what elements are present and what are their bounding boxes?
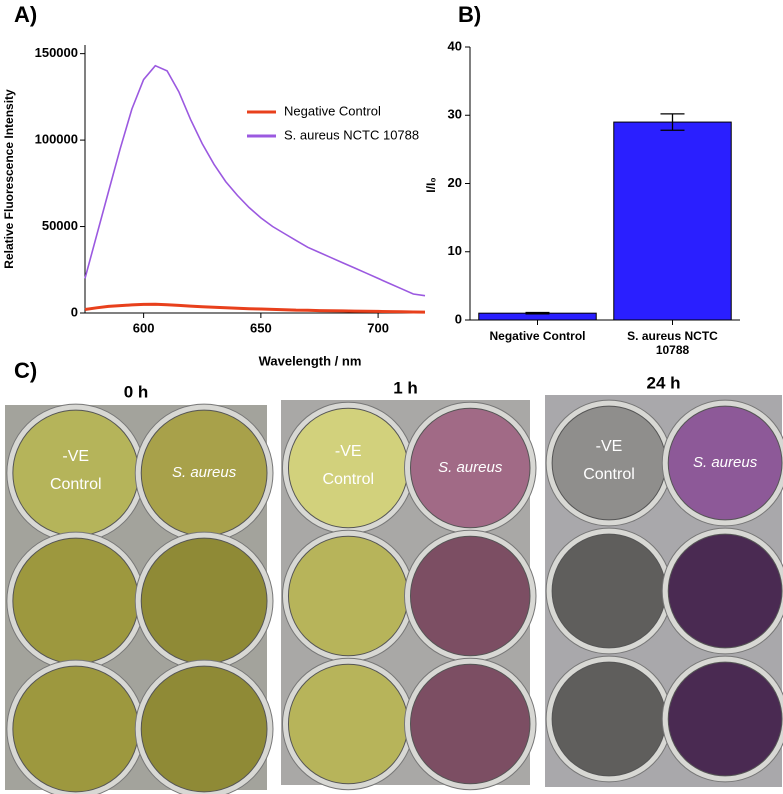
well xyxy=(287,535,409,657)
legend-label: S. aureus NCTC 10788 xyxy=(284,127,419,142)
x-axis-label: Wavelength / nm xyxy=(259,353,362,368)
x-tick-label: Negative Control xyxy=(489,329,586,343)
well xyxy=(409,407,531,529)
legend-label: Negative Control xyxy=(284,103,381,118)
series-line xyxy=(84,64,426,297)
well xyxy=(12,537,140,665)
well xyxy=(140,537,268,665)
well xyxy=(667,661,783,777)
y-tick-label: 100000 xyxy=(35,132,78,147)
well xyxy=(551,405,667,521)
panel-label: B) xyxy=(458,2,481,27)
well-label: -VE xyxy=(596,438,623,455)
error-bar xyxy=(525,311,550,315)
series-line xyxy=(84,302,426,314)
y-tick-label: 30 xyxy=(448,107,462,122)
photo-title: 1 h xyxy=(393,378,418,397)
photo-title: 0 h xyxy=(124,382,149,401)
well xyxy=(409,663,531,785)
y-tick-label: 20 xyxy=(448,175,462,190)
well xyxy=(12,665,140,793)
well xyxy=(12,409,140,537)
y-tick-label: 0 xyxy=(71,304,78,319)
well-label: Control xyxy=(50,476,102,493)
y-tick-label: 150000 xyxy=(35,45,78,60)
well xyxy=(287,407,409,529)
well-label: S. aureus xyxy=(172,464,237,481)
panel-label: A) xyxy=(14,2,37,27)
y-tick-label: 10 xyxy=(448,243,462,258)
well-label: S. aureus xyxy=(438,459,503,476)
y-tick-label: 0 xyxy=(455,311,462,326)
well xyxy=(409,535,531,657)
well xyxy=(551,533,667,649)
y-tick-label: 40 xyxy=(448,38,462,53)
well-label: -VE xyxy=(335,443,362,460)
well-label: Control xyxy=(322,471,374,488)
x-tick-label: S. aureus NCTC 10788 xyxy=(627,329,718,357)
well xyxy=(287,663,409,785)
y-tick-label: 50000 xyxy=(42,218,78,233)
well-label: -VE xyxy=(62,448,89,465)
y-axis-label: I/I₀ xyxy=(424,177,438,192)
error-bar xyxy=(660,113,685,131)
well-label: Control xyxy=(583,466,635,483)
well xyxy=(551,661,667,777)
x-tick-label: 600 xyxy=(133,320,155,335)
well xyxy=(140,665,268,793)
well-label: S. aureus xyxy=(693,454,758,471)
x-tick-label: 650 xyxy=(250,320,272,335)
x-tick-label: 700 xyxy=(367,320,389,335)
panel-label: C) xyxy=(14,358,37,383)
well xyxy=(667,405,783,521)
bar xyxy=(613,121,732,321)
y-axis-label: Relative Fluorescence Intensity xyxy=(2,89,16,269)
photo-title: 24 h xyxy=(646,373,680,392)
well xyxy=(667,533,783,649)
